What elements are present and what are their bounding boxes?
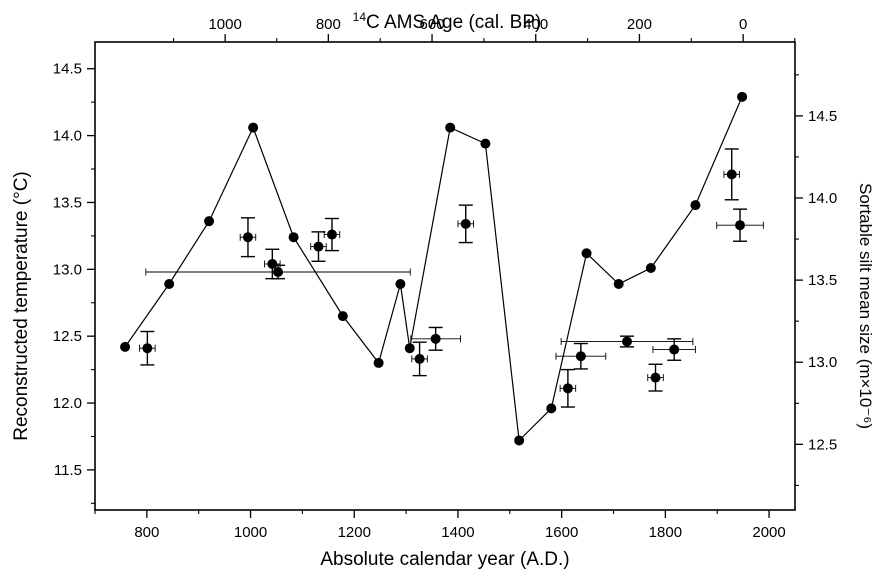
- y2-tick-label: 13.0: [808, 354, 837, 371]
- x2-tick-label: 0: [739, 16, 747, 33]
- silt-point-group: [264, 248, 281, 280]
- y2-tick-label: 14.0: [808, 190, 837, 207]
- y-tick-label: 14.5: [53, 61, 82, 78]
- tick-labels: 800 1000 1200 1400 1600 1800 200011.512.012.51…: [53, 16, 837, 541]
- y-tick-label: 11.5: [54, 462, 82, 479]
- silt-point: [414, 353, 425, 364]
- y-tick-label: 12.0: [53, 395, 82, 412]
- chart-axes: [87, 34, 803, 518]
- silt-point: [313, 241, 324, 252]
- silt-point-group: [457, 204, 474, 244]
- temperature-series: [120, 91, 748, 446]
- silt-point: [622, 336, 632, 347]
- silt-point: [273, 266, 284, 277]
- silt-point-group: [410, 326, 462, 351]
- x-axis-title: Absolute calendar year (A.D.): [320, 549, 569, 570]
- x-tick-label: 1600: [545, 524, 578, 541]
- silt-point: [267, 258, 278, 269]
- x2-axis-title: 14C AMS Age (cal. BP): [353, 10, 542, 33]
- temperature-point: [737, 91, 748, 102]
- silt-point: [460, 218, 471, 229]
- silt-point: [562, 383, 573, 394]
- x-tick-label: 1400: [441, 524, 474, 541]
- temperature-point: [337, 311, 348, 322]
- y2-tick-label: 12.5: [808, 436, 837, 453]
- y-axis-title: Reconstructed temperature (°C): [11, 171, 32, 440]
- x2-axis-title-superscript: 14: [353, 10, 367, 24]
- x-tick-label: 1000: [234, 524, 267, 541]
- y2-axis-title: Sortable silt mean size (m×10⁻⁶): [856, 183, 875, 429]
- plot-frame: [94, 41, 796, 511]
- silt-point-group: [145, 264, 411, 280]
- silt-point-group: [647, 363, 664, 392]
- silt-point: [669, 344, 680, 355]
- x2-tick-label: 1000: [208, 16, 241, 33]
- y-tick-label: 12.5: [53, 328, 82, 345]
- x2-tick-label: 800: [316, 16, 341, 33]
- silt-point-group: [723, 148, 740, 201]
- silt-point-group: [559, 368, 577, 408]
- x2-axis-title-text: C AMS Age (cal. BP): [366, 12, 541, 33]
- sortable-silt-series: [139, 148, 764, 408]
- silt-point: [242, 232, 253, 243]
- x2-tick-label: 200: [627, 16, 652, 33]
- silt-point-group: [323, 217, 341, 252]
- temperature-point: [445, 122, 456, 133]
- y-tick-label: 14.0: [53, 128, 82, 145]
- silt-point-group: [716, 208, 764, 242]
- silt-point: [142, 343, 153, 354]
- temperature-point: [480, 138, 491, 149]
- temperature-point: [404, 343, 415, 354]
- silt-point: [735, 220, 746, 231]
- silt-point-group: [310, 231, 327, 262]
- silt-point-group: [411, 341, 428, 377]
- temperature-point: [288, 232, 299, 243]
- y-tick-label: 13.5: [53, 194, 82, 211]
- silt-point-group: [555, 342, 607, 370]
- temperature-point: [546, 403, 557, 414]
- temperature-point: [204, 216, 215, 227]
- x-tick-label: 1800: [649, 524, 682, 541]
- y-tick-label: 13.0: [53, 261, 82, 278]
- temperature-point: [395, 279, 406, 290]
- temperature-point: [120, 341, 131, 352]
- silt-point: [575, 351, 586, 362]
- x-tick-label: 1200: [338, 524, 371, 541]
- x-tick-label: 2000: [752, 524, 785, 541]
- temperature-point: [373, 357, 384, 368]
- temperature-point: [248, 122, 259, 133]
- silt-point: [726, 169, 737, 180]
- y2-tick-label: 14.5: [808, 108, 837, 125]
- x2-tick-label: 400: [523, 16, 548, 33]
- x-tick-label: 800: [134, 524, 159, 541]
- temperature-point: [690, 200, 701, 211]
- y2-tick-label: 13.5: [808, 272, 837, 289]
- silt-point-group: [560, 335, 694, 348]
- x2-tick-label: 600: [420, 16, 445, 33]
- silt-point: [326, 229, 337, 240]
- temperature-point: [645, 262, 656, 273]
- temperature-point: [581, 248, 592, 259]
- temperature-line: [124, 96, 743, 442]
- silt-point: [430, 333, 441, 344]
- temperature-point: [613, 279, 624, 290]
- silt-point-group: [652, 338, 696, 361]
- silt-point-group: [239, 217, 257, 258]
- silt-point-group: [139, 330, 156, 366]
- silt-point: [650, 372, 661, 383]
- temperature-point: [164, 279, 175, 290]
- temperature-point: [514, 435, 525, 446]
